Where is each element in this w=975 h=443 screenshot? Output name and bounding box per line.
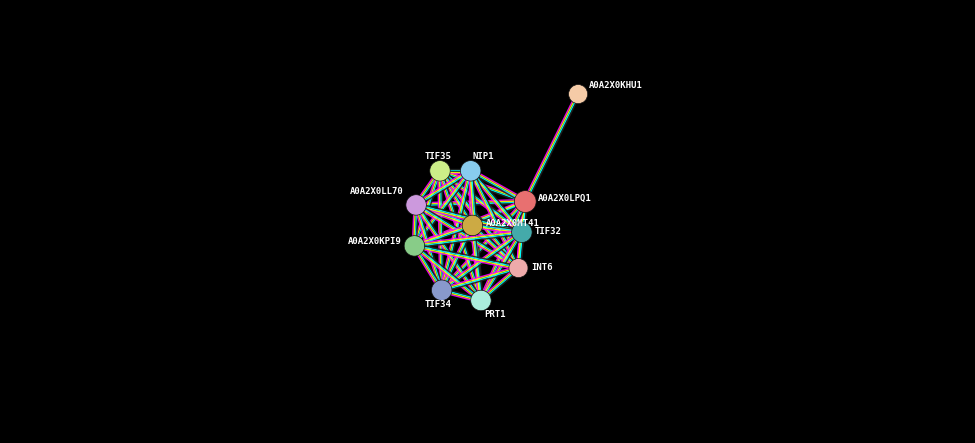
Circle shape	[405, 236, 425, 256]
Circle shape	[430, 161, 450, 181]
Circle shape	[509, 259, 528, 278]
Text: INT6: INT6	[531, 263, 553, 272]
Circle shape	[432, 280, 452, 300]
Circle shape	[471, 290, 491, 311]
Text: TIF35: TIF35	[425, 152, 451, 161]
Text: A0A2X0KPI9: A0A2X0KPI9	[348, 237, 402, 246]
Text: A0A2X0MT41: A0A2X0MT41	[486, 219, 539, 228]
Text: A0A2X0KHU1: A0A2X0KHU1	[589, 81, 643, 90]
Text: A0A2X0LL70: A0A2X0LL70	[349, 187, 403, 197]
Text: TIF34: TIF34	[425, 300, 451, 309]
Text: PRT1: PRT1	[485, 310, 506, 319]
Text: A0A2X0LPQ1: A0A2X0LPQ1	[538, 194, 592, 203]
Circle shape	[512, 222, 532, 242]
Circle shape	[515, 190, 536, 213]
Circle shape	[406, 195, 426, 215]
Circle shape	[460, 161, 481, 181]
Circle shape	[568, 85, 588, 104]
Text: NIP1: NIP1	[473, 152, 494, 161]
Circle shape	[462, 215, 483, 236]
Text: TIF32: TIF32	[535, 227, 562, 236]
